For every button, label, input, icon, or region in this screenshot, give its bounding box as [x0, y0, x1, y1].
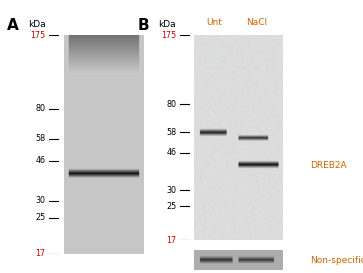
Text: NaCl: NaCl	[246, 18, 267, 27]
Text: 17: 17	[166, 236, 176, 245]
Text: A: A	[7, 18, 19, 33]
Text: B: B	[138, 18, 150, 33]
Text: 58: 58	[36, 134, 45, 143]
Text: 30: 30	[36, 196, 45, 205]
Text: 80: 80	[166, 100, 176, 109]
Text: 30: 30	[166, 186, 176, 195]
Text: 46: 46	[36, 156, 45, 165]
Text: 58: 58	[166, 128, 176, 137]
Text: 25: 25	[35, 213, 45, 222]
Text: DREB2A: DREB2A	[310, 161, 346, 170]
Text: 46: 46	[166, 148, 176, 157]
Text: kDa: kDa	[159, 20, 176, 29]
Text: 25: 25	[166, 202, 176, 211]
Text: 80: 80	[36, 104, 45, 113]
Text: 175: 175	[161, 31, 176, 40]
Text: Non-specific: Non-specific	[310, 256, 363, 265]
Text: kDa: kDa	[28, 20, 45, 29]
Text: 175: 175	[30, 31, 45, 40]
Text: 17: 17	[36, 250, 45, 258]
Text: Unt: Unt	[206, 18, 222, 27]
